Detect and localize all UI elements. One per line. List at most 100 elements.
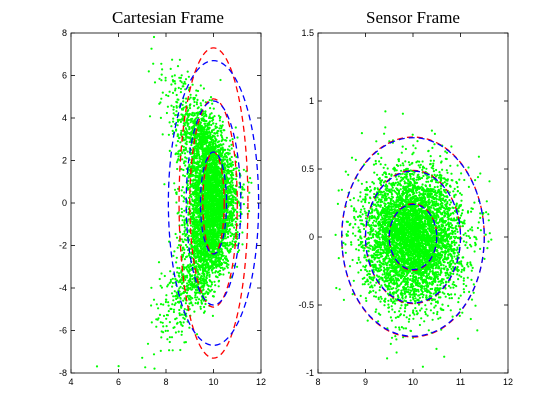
data-point [206, 164, 209, 167]
data-point [203, 115, 206, 118]
data-point [186, 117, 189, 120]
data-point [201, 297, 204, 301]
data-point [162, 303, 165, 306]
data-point [152, 353, 156, 356]
data-point [162, 314, 166, 317]
data-point [195, 103, 198, 106]
data-point [181, 224, 184, 227]
data-point [211, 161, 214, 164]
data-point [233, 226, 236, 229]
data-point [179, 79, 182, 82]
data-point [226, 217, 229, 220]
data-point [214, 222, 217, 225]
data-point [157, 261, 161, 264]
data-point [230, 217, 233, 220]
data-point [208, 99, 211, 102]
data-point [228, 241, 232, 244]
data-point [194, 181, 197, 184]
data-point [198, 237, 201, 241]
data-point [189, 274, 192, 277]
data-point [183, 175, 186, 178]
data-point [152, 62, 155, 65]
data-point [219, 191, 222, 194]
data-point [187, 234, 190, 237]
data-point [189, 279, 192, 282]
data-point [211, 181, 214, 184]
data-point [203, 181, 206, 184]
data-point [225, 226, 228, 229]
data-point [194, 176, 197, 179]
data-point [185, 119, 188, 122]
data-point [228, 228, 231, 231]
data-point [188, 127, 191, 130]
data-point [181, 158, 184, 161]
data-point [198, 212, 201, 215]
data-point [215, 175, 218, 179]
data-point [184, 82, 187, 85]
data-point [170, 292, 174, 295]
data-point [210, 199, 214, 202]
data-point [188, 112, 191, 115]
data-point [205, 276, 208, 279]
data-point [161, 133, 164, 136]
data-point [219, 115, 222, 119]
data-point [186, 110, 189, 113]
data-point [205, 179, 208, 182]
data-point [184, 146, 187, 149]
data-point [180, 207, 183, 210]
data-point [178, 308, 181, 312]
data-point [184, 160, 187, 163]
data-point [182, 200, 185, 203]
data-point [212, 195, 215, 198]
data-point [164, 76, 167, 79]
data-point [230, 194, 233, 197]
data-point [194, 200, 197, 203]
data-point [180, 270, 183, 273]
data-point [177, 211, 180, 214]
data-point [197, 165, 200, 168]
data-point [179, 348, 182, 352]
data-point [219, 229, 222, 233]
data-point [214, 185, 217, 188]
data-point [216, 188, 219, 191]
data-point [214, 243, 217, 246]
data-point [231, 215, 234, 218]
data-point [210, 243, 213, 247]
data-point [171, 303, 174, 306]
data-point [198, 216, 201, 219]
data-point [169, 307, 172, 310]
data-point [210, 131, 213, 134]
data-point [179, 120, 182, 123]
data-point [176, 271, 179, 274]
data-point [235, 244, 238, 247]
data-point [209, 148, 212, 151]
data-point [194, 235, 197, 238]
data-point [195, 142, 198, 145]
data-point [204, 193, 207, 196]
data-point [214, 208, 218, 211]
data-point [185, 133, 188, 136]
data-point [211, 176, 214, 179]
data-point [203, 249, 206, 253]
data-point [198, 157, 201, 160]
data-point [225, 136, 228, 139]
data-point [209, 107, 212, 110]
data-point [192, 212, 195, 215]
data-point [188, 205, 191, 209]
data-point [171, 79, 174, 82]
data-point [186, 123, 189, 126]
data-point [179, 285, 182, 288]
data-point [191, 198, 194, 201]
data-point [189, 118, 192, 121]
data-point [220, 261, 223, 265]
data-point [194, 121, 197, 124]
data-point [172, 310, 175, 314]
data-point [213, 175, 216, 178]
data-point [215, 167, 218, 170]
data-point [215, 212, 218, 215]
data-point [173, 74, 176, 77]
data-point [200, 104, 203, 107]
data-point [233, 235, 236, 238]
data-point [184, 101, 188, 104]
data-point [185, 266, 188, 269]
